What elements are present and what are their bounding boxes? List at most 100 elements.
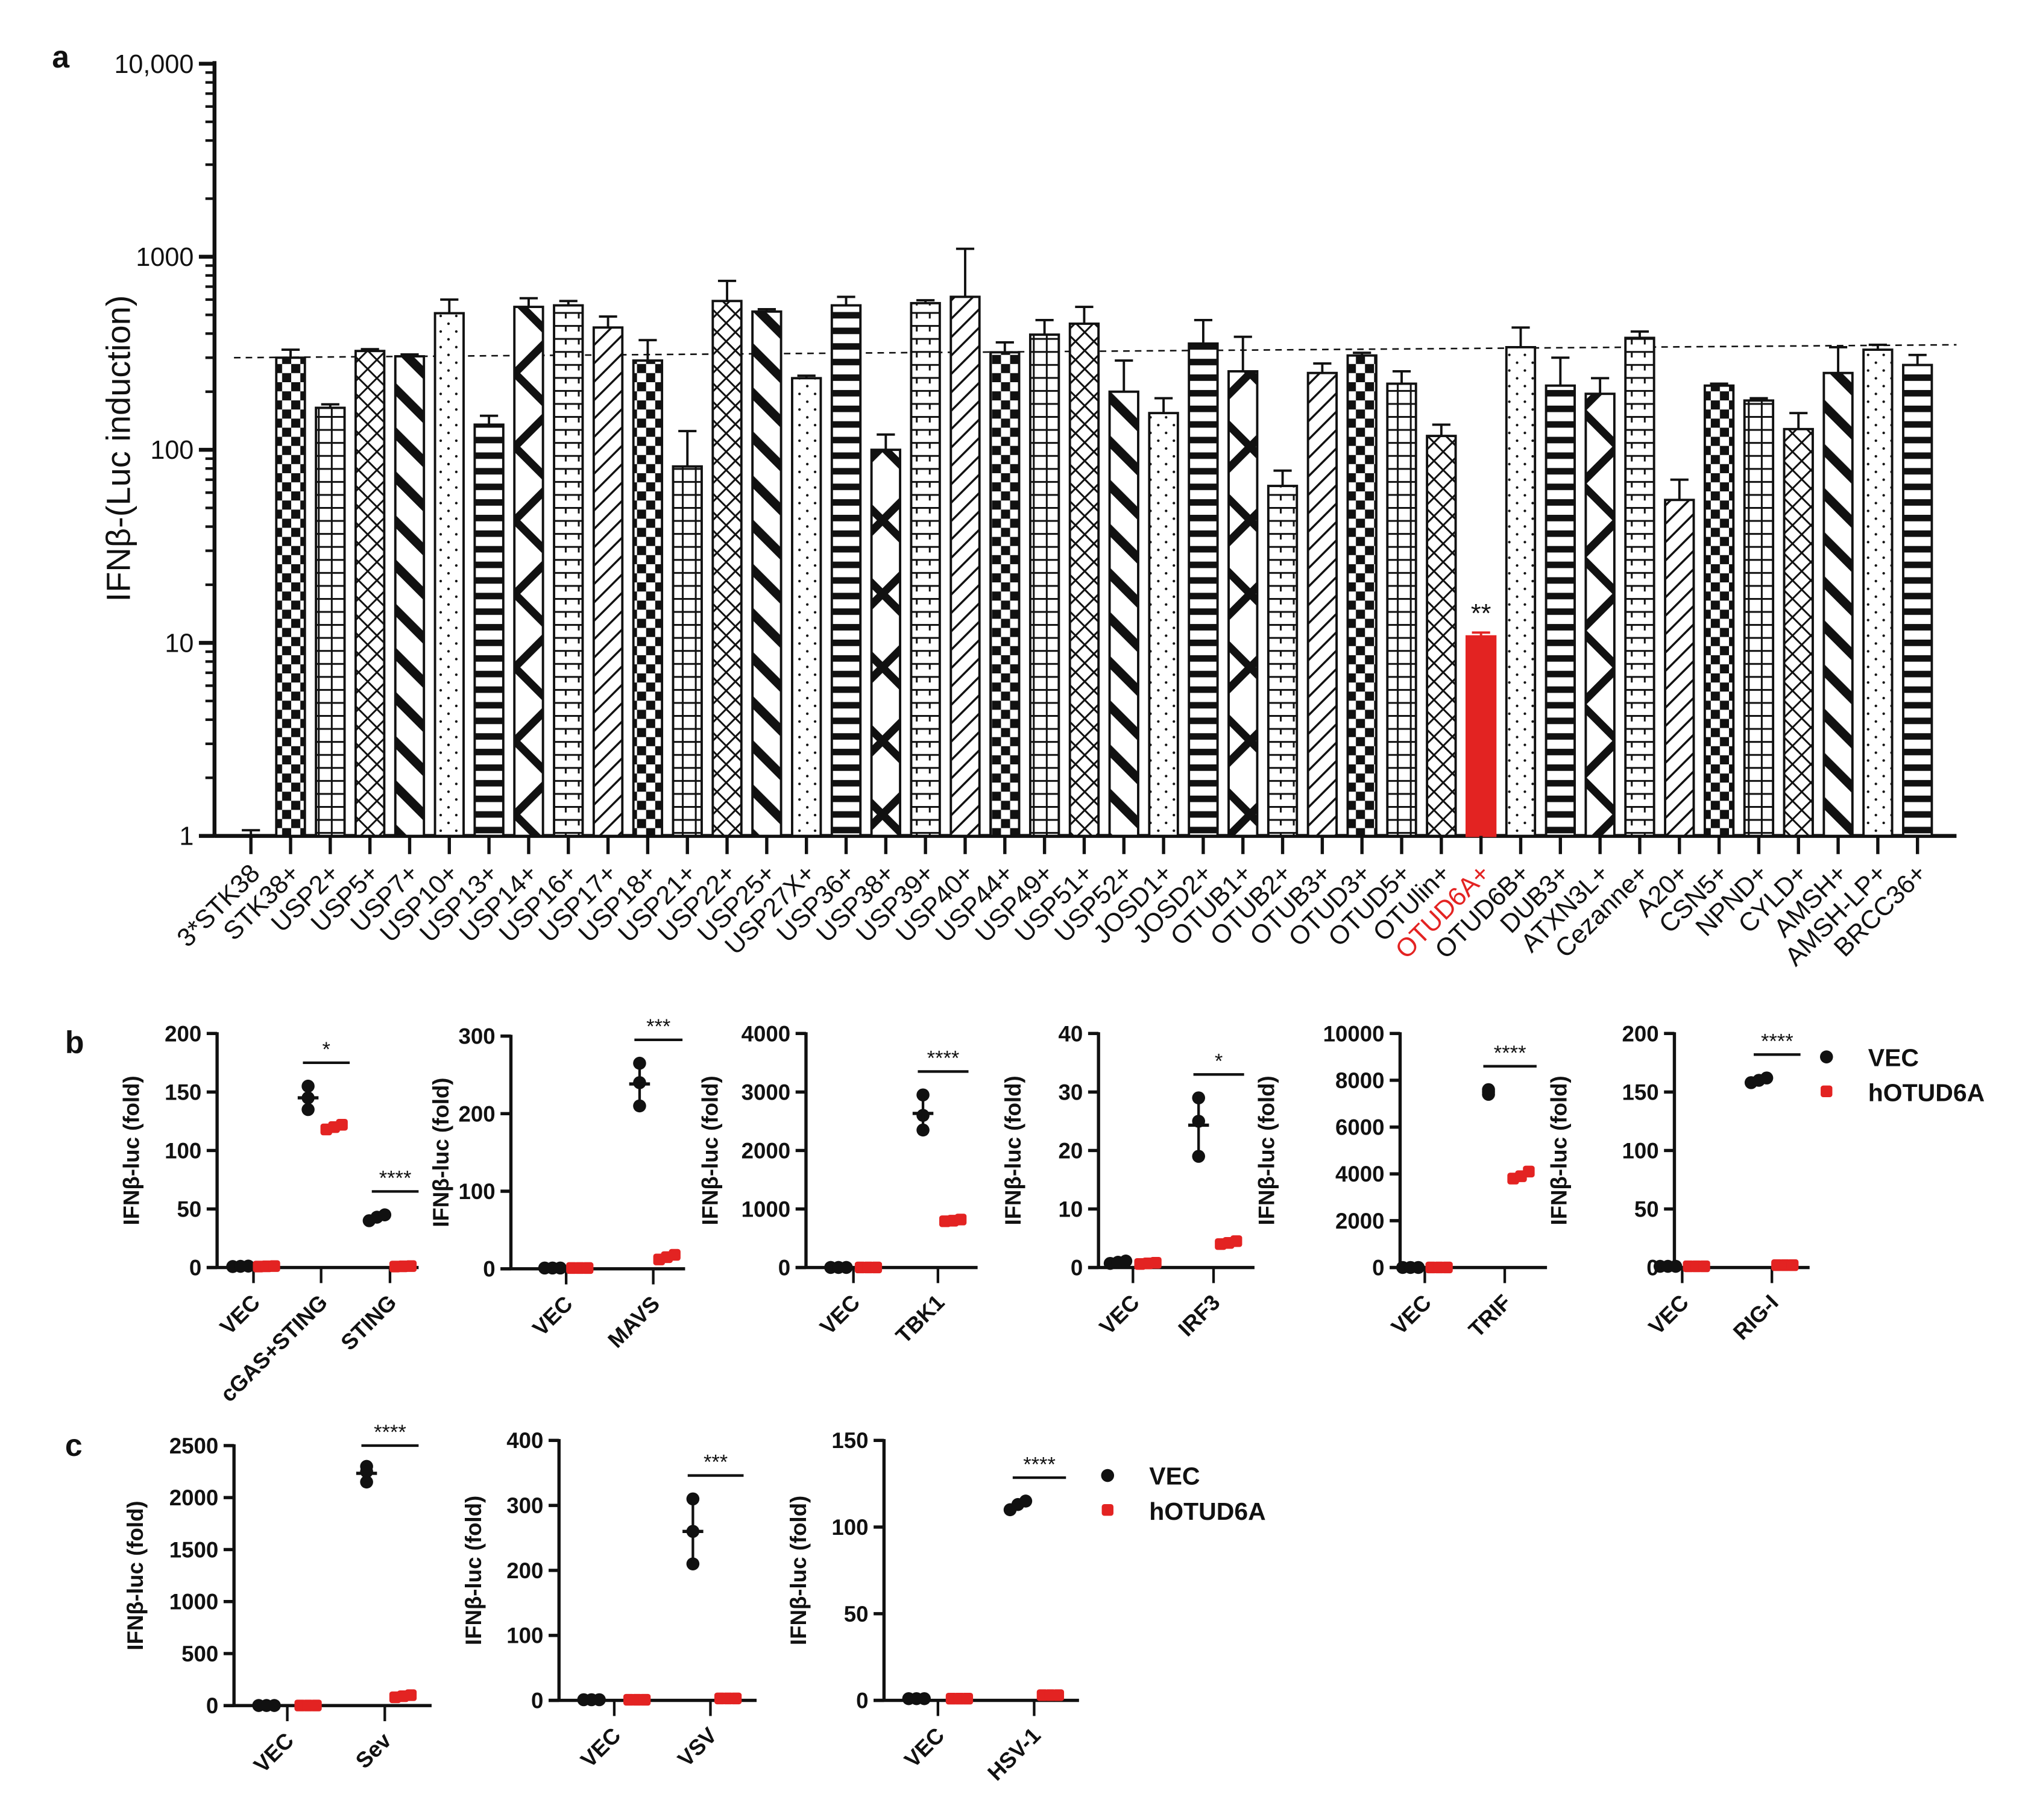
- y-tick-label: 100: [150, 436, 194, 465]
- y-tick-label: 100: [458, 1179, 495, 1204]
- data-point-hotud6a: [336, 1119, 348, 1131]
- y-tick-label: 0: [531, 1689, 543, 1713]
- y-tick-label: 2000: [742, 1138, 791, 1163]
- data-point-hotud6a: [961, 1693, 974, 1705]
- x-tick-label: HSV-1: [983, 1723, 1045, 1786]
- bar: [1584, 392, 1616, 837]
- x-tick-label: VEC: [215, 1290, 265, 1340]
- data-point-vec: [1760, 1071, 1774, 1085]
- bar: [473, 423, 505, 837]
- y-axis-title: IFNβ-luc (fold): [1001, 1075, 1025, 1225]
- bar: [315, 406, 346, 837]
- bar: [1306, 371, 1338, 837]
- x-tick-label: VEC: [1644, 1290, 1693, 1340]
- legend-label-hotud6a: hOTUD6A: [1868, 1078, 1985, 1106]
- y-axis-title: IFNβ-luc (fold): [461, 1496, 486, 1645]
- bar: [1346, 354, 1378, 837]
- bar: [1783, 427, 1814, 837]
- bar: [1188, 342, 1219, 837]
- y-tick-label: 10: [165, 629, 194, 658]
- significance-label: ****: [379, 1167, 412, 1190]
- dot-plot-b2: 0 100 200 300 IFNβ-luc (fold) VEC MAVS ***: [429, 1015, 685, 1353]
- data-point-vec: [633, 1099, 646, 1113]
- y-tick-label: 100: [1622, 1138, 1658, 1163]
- data-point-hotud6a: [405, 1689, 417, 1701]
- significance-label: ****: [1494, 1042, 1526, 1065]
- data-point-vec: [1119, 1255, 1133, 1268]
- y-tick-label: 100: [506, 1623, 543, 1648]
- y-tick-label: 0: [1372, 1255, 1384, 1280]
- panel-label-c: c: [65, 1428, 83, 1463]
- y-tick-label: 6000: [1335, 1115, 1385, 1140]
- data-point-vec: [1019, 1494, 1033, 1508]
- y-tick-label: 1: [179, 822, 194, 851]
- data-point-hotud6a: [1230, 1235, 1242, 1247]
- data-point-vec: [1411, 1261, 1425, 1274]
- panel-label-b: b: [65, 1025, 84, 1060]
- bar: [553, 304, 584, 837]
- y-tick-label: 4000: [742, 1021, 791, 1046]
- x-tick-label: VEC: [576, 1723, 625, 1772]
- legend-marker-hotud6a: [1821, 1085, 1833, 1098]
- x-tick-label: MAVS: [603, 1291, 664, 1353]
- y-tick-label: 500: [181, 1642, 218, 1666]
- y-tick-label: 1000: [169, 1590, 219, 1614]
- bar: [1386, 382, 1417, 837]
- data-point-vec: [242, 1259, 255, 1273]
- y-tick-label: 1500: [169, 1537, 219, 1562]
- y-tick-label: 0: [1071, 1255, 1083, 1280]
- y-tick-label: 300: [458, 1024, 495, 1049]
- data-point-vec: [918, 1692, 931, 1705]
- y-tick-label: 3000: [742, 1080, 791, 1104]
- bar: [1068, 323, 1100, 837]
- y-tick-label: 200: [165, 1021, 201, 1046]
- significance-label: ***: [704, 1451, 728, 1474]
- data-point-hotud6a: [954, 1214, 967, 1226]
- bar: [513, 306, 544, 837]
- dot-plot-c1: 0 500 1000 1500 2000 2500 IFNβ-luc (fold) VEC Se…: [123, 1421, 432, 1778]
- bar: [989, 351, 1021, 837]
- y-tick-label: 2000: [169, 1485, 219, 1510]
- y-tick-label: 100: [165, 1138, 201, 1163]
- data-point-vec: [593, 1693, 606, 1707]
- data-point-hotud6a: [669, 1248, 681, 1261]
- bar: [1505, 345, 1537, 837]
- y-tick-label: 1000: [742, 1197, 791, 1221]
- y-axis-title: IFNβ-luc (fold): [429, 1078, 453, 1227]
- x-tick-label: VEC: [815, 1290, 864, 1340]
- y-tick-label: 10000: [1323, 1021, 1385, 1046]
- y-tick-label: 0: [206, 1693, 218, 1718]
- y-tick-label: 200: [1622, 1021, 1658, 1046]
- bar: [1624, 336, 1655, 837]
- y-axis-title: IFNβ-(Luc induction): [99, 295, 137, 602]
- bar: [433, 312, 465, 837]
- significance-label: *: [323, 1038, 330, 1061]
- legend-label-hotud6a: hOTUD6A: [1149, 1497, 1265, 1525]
- bar: [791, 377, 822, 837]
- y-tick-label: 4000: [1335, 1162, 1385, 1186]
- dot-plot-c2: 0 100 200 300 400 IFNβ-luc (fold) VEC VSV ***: [461, 1428, 757, 1772]
- data-point-hotud6a: [581, 1262, 594, 1274]
- significance-label: ****: [374, 1421, 406, 1444]
- x-tick-label: STING: [336, 1290, 401, 1355]
- data-point-hotud6a: [1523, 1165, 1535, 1178]
- bar: [1108, 390, 1139, 837]
- data-point-vec: [553, 1261, 567, 1275]
- y-tick-label: 150: [831, 1428, 868, 1453]
- y-tick-label: 30: [1059, 1080, 1083, 1104]
- bar: [1664, 499, 1695, 837]
- significance-label: *: [1215, 1050, 1223, 1073]
- y-tick-label: 50: [844, 1602, 869, 1626]
- y-axis-title: IFNβ-luc (fold): [119, 1075, 144, 1225]
- dot-plot-b3: 0 1000 2000 3000 4000 IFNβ-luc (fold) VEC TBK1 *…: [698, 1021, 978, 1348]
- bar: [1426, 435, 1457, 837]
- y-tick-label: 10,000: [114, 50, 194, 79]
- bar: [1545, 384, 1576, 837]
- bar: [949, 295, 981, 837]
- y-tick-label: 150: [165, 1080, 201, 1104]
- x-tick-label: RIG-I: [1728, 1290, 1783, 1345]
- y-tick-label: 0: [778, 1255, 790, 1280]
- y-tick-label: 200: [458, 1101, 495, 1126]
- y-tick-label: 0: [856, 1689, 868, 1713]
